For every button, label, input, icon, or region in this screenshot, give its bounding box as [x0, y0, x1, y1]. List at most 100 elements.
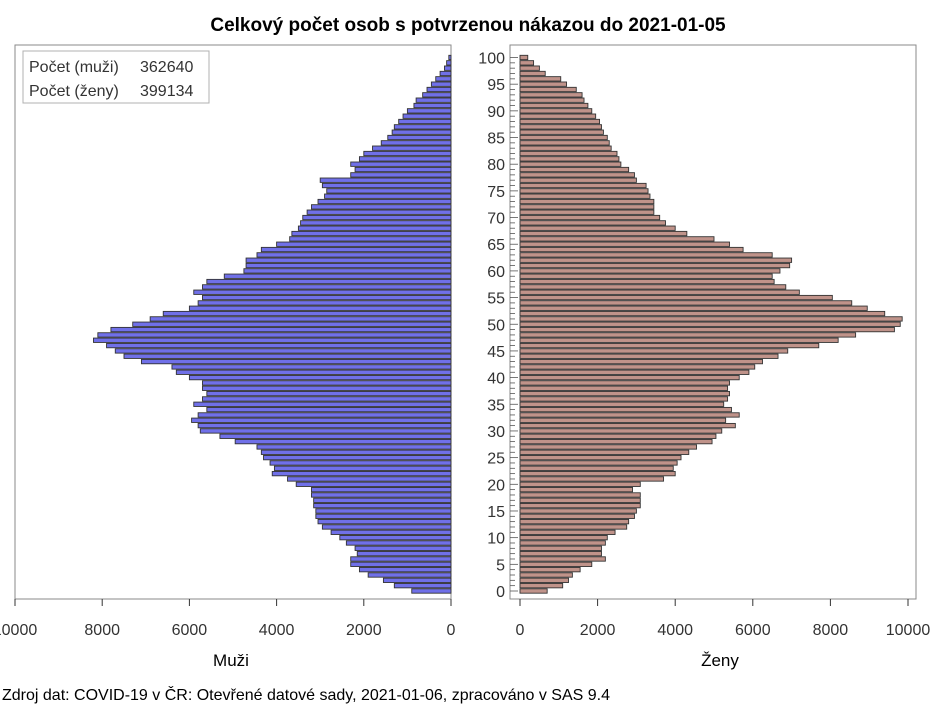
men-bar-age-31 [197, 422, 452, 429]
women-bar-age-12 [519, 524, 628, 530]
age-tick-label: 90 [487, 104, 505, 121]
women-bar-age-93 [519, 92, 583, 98]
women-bar-age-90 [519, 108, 593, 114]
women-x-axis: 0 2000 4000 6000 8000 10000 [516, 599, 930, 639]
men-bar-age-24 [269, 460, 452, 466]
men-bar-age-73 [317, 198, 452, 205]
women-bar-age-81 [519, 156, 620, 162]
women-bar-age-91 [519, 102, 589, 109]
women-bar-age-63 [519, 252, 773, 258]
women-bar-age-55 [519, 294, 833, 301]
women-bar-age-50 [519, 321, 901, 327]
age-y-axis: 0 5 10 15 20 25 30 35 40 45 50 55 60 65 70 75 80 85 90 95 10… [478, 51, 518, 601]
men-bar-age-20 [295, 481, 452, 487]
age-tick-label: 75 [487, 184, 505, 201]
women-bar-age-11 [519, 529, 616, 535]
men-bar-age-57 [202, 284, 452, 290]
men-bar-age-85 [387, 134, 452, 141]
women-bar-age-44 [519, 353, 779, 359]
women-bar-age-13 [519, 519, 630, 525]
women-bar-age-25 [519, 454, 682, 461]
age-tick-label: 70 [487, 211, 505, 228]
women-bar-age-16 [519, 503, 641, 509]
men-bar-age-93 [422, 92, 452, 98]
women-bar-age-97 [519, 70, 546, 77]
women-bar-age-77 [519, 177, 637, 183]
men-bar-age-15 [315, 508, 452, 514]
women-bar-age-22 [519, 470, 676, 477]
men-bar-age-22 [271, 470, 452, 477]
women-bar-age-100 [519, 54, 529, 61]
age-tick-label: 20 [487, 477, 505, 494]
men-bar-age-26 [260, 449, 452, 455]
men-bar-age-80 [350, 161, 452, 167]
men-bar-age-92 [415, 97, 452, 103]
men-bars [93, 54, 452, 594]
women-bar-age-30 [519, 428, 723, 434]
age-tick-label: 0 [496, 584, 505, 601]
women-bar-age-85 [519, 134, 608, 141]
women-x-tick-label: 4000 [657, 622, 693, 639]
women-bar-age-39 [519, 380, 730, 386]
women-bar-age-94 [519, 86, 577, 93]
women-bar-age-43 [519, 358, 763, 365]
age-tick-label: 80 [487, 157, 505, 174]
women-bar-age-17 [519, 497, 641, 503]
women-bar-age-37 [519, 390, 730, 397]
women-bar-age-57 [519, 284, 787, 290]
chart-title: Celkový počet osob s potvrzenou nákazou … [210, 15, 726, 36]
men-bar-age-50 [132, 321, 452, 327]
women-axis-label: Ženy [701, 651, 739, 670]
men-bar-age-55 [202, 294, 452, 301]
men-bar-age-33 [197, 412, 452, 418]
women-bar-age-5 [519, 561, 593, 567]
women-bar-age-26 [519, 449, 690, 455]
men-bar-age-76 [321, 182, 452, 189]
women-bar-age-54 [519, 300, 853, 306]
men-bar-age-42 [171, 364, 452, 370]
men-bar-age-84 [380, 140, 452, 146]
women-bar-age-29 [519, 433, 717, 439]
women-bar-age-33 [519, 412, 740, 418]
men-bar-age-99 [446, 60, 452, 66]
men-bar-age-16 [313, 503, 452, 509]
women-bar-age-72 [519, 204, 655, 210]
men-bar-age-41 [175, 369, 452, 375]
men-bar-age-60 [243, 268, 452, 274]
women-bar-age-46 [519, 342, 820, 349]
men-bar-age-45 [114, 348, 452, 354]
women-bar-age-87 [519, 124, 602, 130]
men-bar-age-14 [315, 513, 452, 519]
men-bar-age-10 [339, 535, 452, 541]
women-bar-age-98 [519, 65, 540, 71]
women-plot-frame [509, 44, 917, 600]
men-bar-age-1 [393, 583, 452, 589]
women-bar-age-89 [519, 113, 597, 119]
men-bar-age-74 [324, 193, 452, 199]
women-bar-age-31 [519, 422, 736, 429]
women-bar-age-20 [519, 481, 641, 487]
men-bar-age-6 [350, 556, 452, 562]
women-bar-age-65 [519, 241, 730, 247]
legend-box: Počet (muži) 362640 Počet (ženy) 399134 [22, 50, 210, 104]
women-bar-age-28 [519, 438, 713, 445]
men-bar-age-4 [358, 567, 452, 573]
men-bar-age-23 [273, 465, 452, 471]
age-tick-label: 25 [487, 451, 505, 468]
men-bar-age-8 [354, 545, 452, 551]
men-bar-age-9 [345, 540, 452, 546]
women-bar-age-82 [519, 150, 618, 157]
men-bar-age-63 [256, 252, 452, 258]
age-tick-label: 55 [487, 291, 505, 308]
women-bar-age-62 [519, 257, 793, 263]
men-bar-age-12 [321, 524, 452, 530]
source-footnote: Zdroj dat: COVID-19 v ČR: Otevřené datov… [2, 685, 610, 704]
women-bar-age-68 [519, 225, 676, 231]
women-bar-age-73 [519, 198, 655, 205]
men-bar-age-61 [245, 262, 452, 269]
men-x-tick-label: 2000 [346, 622, 382, 639]
women-bar-age-8 [519, 545, 602, 551]
women-bar-age-45 [519, 348, 789, 354]
women-bar-age-10 [519, 535, 608, 541]
men-bar-age-88 [398, 118, 452, 125]
